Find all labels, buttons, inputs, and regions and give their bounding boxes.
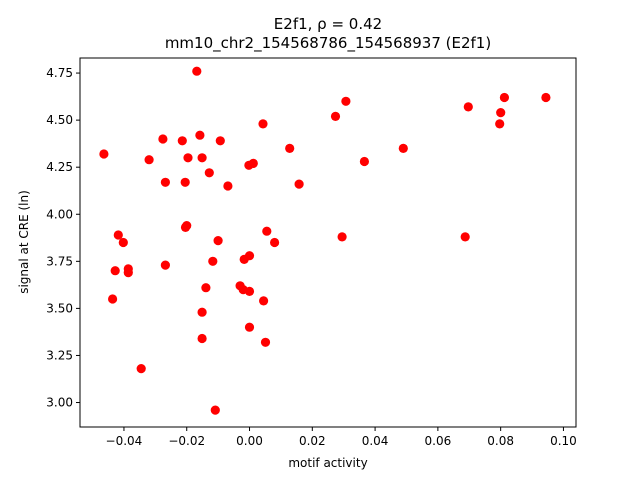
- data-point-8: [144, 155, 154, 165]
- data-point-40: [262, 226, 272, 236]
- x-tick-label-0: −0.04: [106, 434, 143, 448]
- data-point-54: [541, 92, 551, 103]
- data-point-41: [270, 237, 280, 248]
- data-point-26: [213, 236, 223, 246]
- data-point-53: [499, 92, 509, 103]
- x-tick-label-6: 0.08: [487, 434, 514, 448]
- x-tick-label-5: 0.06: [425, 434, 452, 448]
- data-point-9: [158, 134, 168, 144]
- points-layer: [99, 66, 551, 415]
- chart-title-line2: mm10_chr2_154568786_154568937 (E2f1): [165, 34, 491, 53]
- data-point-43: [294, 179, 304, 189]
- data-point-15: [182, 221, 192, 231]
- data-point-11: [160, 260, 170, 270]
- data-point-50: [463, 102, 473, 112]
- data-point-48: [398, 143, 408, 153]
- data-point-44: [330, 111, 341, 121]
- data-point-0: [99, 149, 109, 159]
- data-point-20: [197, 307, 207, 317]
- x-tick-label-2: 0.00: [236, 434, 263, 448]
- data-point-6: [123, 268, 133, 278]
- data-point-34: [244, 251, 255, 261]
- y-tick-label-3: 3.75: [46, 254, 73, 268]
- data-point-51: [495, 119, 505, 129]
- y-tick-label-5: 4.25: [46, 160, 73, 174]
- x-tick-label-1: −0.02: [168, 434, 205, 448]
- data-point-10: [160, 177, 170, 187]
- data-point-35: [244, 322, 255, 332]
- data-point-13: [180, 177, 190, 187]
- x-tick-label-3: 0.02: [299, 434, 326, 448]
- data-point-38: [259, 296, 269, 306]
- y-tick-label-2: 3.50: [46, 301, 73, 315]
- data-point-36: [248, 158, 258, 168]
- data-point-47: [359, 156, 369, 167]
- data-point-28: [223, 181, 233, 191]
- y-tick-label-7: 4.75: [46, 66, 73, 80]
- data-point-7: [136, 364, 146, 374]
- data-point-42: [285, 143, 295, 153]
- y-axis-label: signal at CRE (ln): [17, 190, 31, 294]
- y-tick-label-1: 3.25: [46, 348, 73, 362]
- axes-frame: [79, 57, 577, 428]
- x-tick-label-4: 0.04: [362, 434, 389, 448]
- data-point-21: [197, 333, 207, 344]
- y-tick-label-6: 4.50: [46, 113, 73, 127]
- y-tick-label-4: 4.00: [46, 207, 73, 221]
- data-point-4: [118, 237, 128, 248]
- x-tick-label-7: 0.10: [550, 434, 577, 448]
- data-point-33: [244, 286, 255, 296]
- data-point-27: [215, 136, 225, 146]
- data-point-22: [201, 283, 211, 293]
- data-point-18: [195, 130, 205, 140]
- data-point-39: [260, 337, 271, 347]
- x-axis-label: motif activity: [288, 456, 367, 470]
- data-point-45: [337, 232, 347, 242]
- data-point-25: [210, 405, 220, 415]
- x-ticks: −0.04 −0.02 0.00 0.02 0.04 0.06 0.08 0.10: [106, 427, 577, 448]
- data-point-16: [183, 153, 193, 163]
- data-point-1: [108, 294, 118, 304]
- data-point-12: [177, 136, 187, 146]
- y-ticks: 3.00 3.25 3.50 3.75 4.00 4.25 4.50 4.75: [46, 66, 80, 410]
- data-point-19: [197, 153, 207, 163]
- data-point-52: [496, 108, 506, 118]
- chart-title-line1: E2f1, ρ = 0.42: [274, 15, 382, 33]
- data-point-2: [110, 266, 120, 276]
- y-tick-label-0: 3.00: [46, 396, 73, 410]
- data-point-37: [258, 119, 268, 129]
- data-point-3: [113, 230, 123, 240]
- data-point-24: [208, 256, 218, 266]
- data-point-17: [192, 66, 202, 76]
- data-point-23: [204, 168, 214, 178]
- data-point-46: [341, 96, 351, 106]
- data-point-49: [460, 232, 470, 242]
